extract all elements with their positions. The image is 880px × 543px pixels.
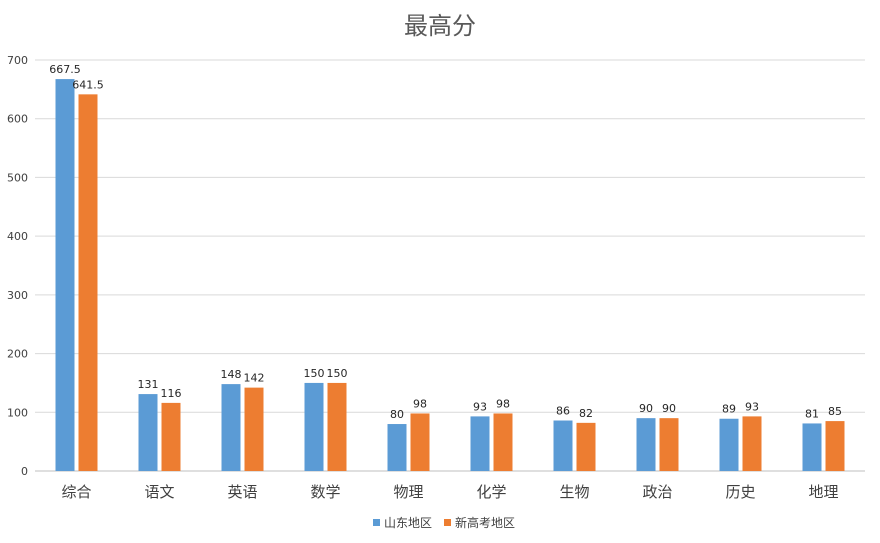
bar [742, 416, 762, 471]
bar [825, 421, 845, 471]
data-label: 90 [639, 402, 653, 415]
bar [221, 384, 241, 471]
data-label: 131 [138, 378, 159, 391]
data-label: 641.5 [72, 78, 104, 91]
y-tick-label: 400 [7, 230, 28, 243]
bar [553, 420, 573, 471]
data-label: 148 [221, 368, 242, 381]
legend-label: 新高考地区 [455, 515, 515, 530]
data-label: 98 [496, 397, 510, 410]
x-tick-label: 物理 [393, 483, 423, 501]
bar [493, 413, 513, 471]
y-axis-ticks: 0 100 200 300 400 500 600 700 [7, 54, 28, 478]
legend-swatch [444, 519, 451, 526]
chart-title: 最高分 [404, 12, 476, 40]
x-tick-label: 生物 [559, 483, 589, 501]
bar [576, 422, 596, 471]
bar [55, 79, 75, 471]
data-label: 85 [828, 405, 842, 418]
bars [55, 79, 845, 472]
bar [161, 402, 181, 471]
bar [138, 394, 158, 471]
legend-label: 山东地区 [384, 516, 432, 530]
bar [304, 382, 324, 471]
y-tick-label: 600 [7, 113, 28, 126]
x-tick-label: 英语 [227, 483, 257, 501]
data-label: 150 [304, 367, 325, 380]
x-tick-label: 地理 [808, 483, 838, 501]
y-tick-label: 0 [21, 465, 28, 478]
x-tick-label: 历史 [725, 483, 755, 501]
data-label: 86 [556, 405, 570, 418]
bar [636, 418, 656, 471]
data-label: 93 [745, 400, 759, 413]
data-label: 81 [805, 407, 819, 420]
data-label: 150 [327, 367, 348, 380]
bar [719, 418, 739, 471]
gridlines [35, 59, 865, 472]
data-label: 93 [473, 400, 487, 413]
y-tick-label: 500 [7, 171, 28, 184]
data-label: 142 [244, 372, 265, 385]
bar [387, 424, 407, 471]
legend: 山东地区 新高考地区 [373, 515, 515, 530]
bar [802, 423, 822, 471]
y-tick-label: 700 [7, 54, 28, 67]
x-tick-label: 语文 [144, 483, 174, 501]
x-tick-label: 政治 [642, 483, 672, 501]
x-tick-label: 综合 [61, 483, 91, 501]
y-tick-label: 300 [7, 289, 28, 302]
data-label: 90 [662, 402, 676, 415]
bar [410, 413, 430, 471]
bar [244, 387, 264, 471]
data-label: 89 [722, 403, 736, 416]
bar [470, 416, 490, 471]
bar [78, 94, 98, 472]
y-tick-label: 200 [7, 348, 28, 361]
x-tick-label: 数学 [310, 483, 340, 501]
y-tick-label: 100 [7, 406, 28, 419]
bar [327, 382, 347, 471]
data-label: 80 [390, 408, 404, 421]
legend-swatch [373, 519, 380, 526]
data-label: 667.5 [49, 63, 81, 76]
data-label: 98 [413, 397, 427, 410]
data-label: 116 [161, 387, 182, 400]
x-tick-label: 化学 [476, 483, 506, 501]
data-label: 82 [579, 407, 593, 420]
x-axis-ticks: 综合 语文 英语 数学 物理 化学 生物 政治 历史 地理 [61, 483, 838, 501]
bar [659, 418, 679, 471]
